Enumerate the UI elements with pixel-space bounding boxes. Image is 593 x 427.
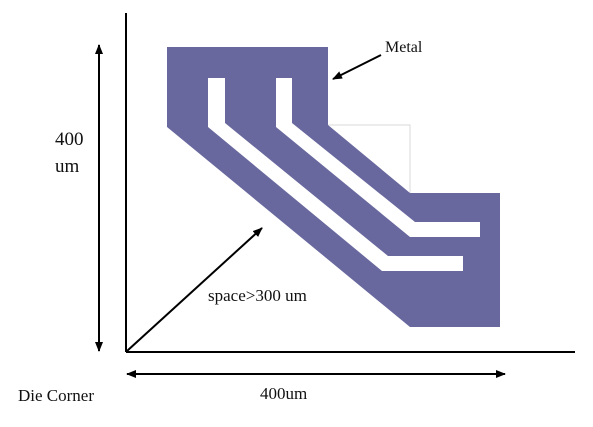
metal-callout-arrow bbox=[332, 54, 382, 80]
faint-guide-lines bbox=[328, 124, 411, 193]
metal-slot-left bbox=[208, 78, 463, 271]
height-value-label: 400 bbox=[55, 129, 84, 150]
die-corner-label: Die Corner bbox=[18, 386, 94, 405]
width-label: 400um bbox=[260, 384, 307, 403]
spacing-label: space>300 um bbox=[208, 286, 307, 305]
metal-label: Metal bbox=[385, 39, 423, 56]
metal-slot-right bbox=[276, 78, 480, 237]
height-unit-label: um bbox=[55, 156, 80, 177]
spacing-arrow bbox=[126, 227, 263, 352]
